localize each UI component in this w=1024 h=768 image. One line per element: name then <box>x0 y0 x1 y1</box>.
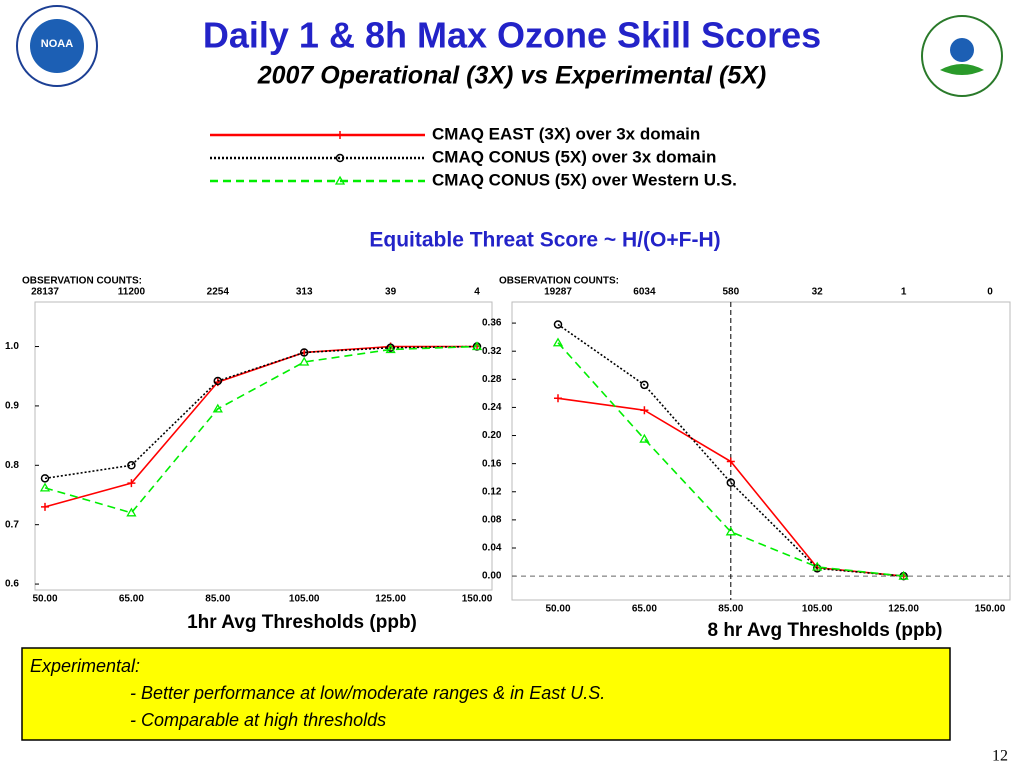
marker <box>336 131 344 139</box>
note-box <box>21 647 951 741</box>
y-tick-label: 0.6 <box>5 579 19 590</box>
y-tick-label: 0.8 <box>5 460 19 471</box>
marker <box>127 479 136 488</box>
y-tick-label: 1.0 <box>5 341 19 352</box>
marker <box>898 570 909 580</box>
x-axis-label: 8 hr Avg Thresholds (ppb) <box>707 620 942 641</box>
note-title: Experimental: <box>30 656 140 676</box>
count-label: 11200 <box>118 287 146 298</box>
count-label: 19287 <box>544 287 572 298</box>
marker <box>639 433 650 443</box>
y-tick-label: 0.9 <box>5 401 19 412</box>
y-tick-label: 0.28 <box>482 374 502 385</box>
logo-flower <box>950 38 974 62</box>
marker <box>40 474 50 483</box>
x-tick-label: 150.00 <box>975 604 1006 615</box>
marker <box>471 341 483 351</box>
y-tick-label: 0.16 <box>482 458 502 469</box>
marker <box>552 337 564 347</box>
note-line: - Better performance at low/moderate ran… <box>130 683 605 703</box>
logo-leaves <box>940 64 984 75</box>
x-tick-label: 50.00 <box>32 594 57 605</box>
count-label: 0 <box>987 287 993 298</box>
y-tick-label: 0.32 <box>482 346 502 357</box>
marker <box>726 457 735 466</box>
marker <box>299 356 310 366</box>
series-line <box>44 345 477 508</box>
y-tick-label: 0.36 <box>482 318 502 329</box>
series-line <box>44 345 478 514</box>
marker <box>41 502 49 511</box>
title: Daily 1 & 8h Max Ozone Skill Scores <box>203 15 821 56</box>
x-tick-label: 150.00 <box>462 594 493 605</box>
marker <box>385 344 396 354</box>
x-tick-label: 50.00 <box>545 604 570 615</box>
marker <box>127 461 136 470</box>
y-tick-label: 0.12 <box>482 486 502 497</box>
counts-label: OBSERVATION COUNTS: <box>499 276 619 287</box>
count-label: 1 <box>901 287 907 298</box>
epa-logo <box>921 15 1003 97</box>
legend-text: CMAQ CONUS (5X) over Western U.S. <box>432 170 737 189</box>
noaa-logo: NOAA <box>16 5 98 87</box>
count-label: 580 <box>722 287 739 298</box>
marker <box>212 403 223 413</box>
series-line <box>557 342 904 577</box>
y-tick-label: 0.7 <box>5 519 19 530</box>
count-label: 6034 <box>633 287 656 298</box>
logo-disc <box>30 19 84 73</box>
x-tick-label: 125.00 <box>888 604 919 615</box>
marker <box>126 507 137 517</box>
y-tick-label: 0.04 <box>482 543 502 554</box>
count-label: 32 <box>812 287 824 298</box>
marker <box>213 376 223 386</box>
x-tick-label: 105.00 <box>289 594 320 605</box>
marker <box>640 406 649 415</box>
marker <box>640 380 649 390</box>
marker <box>726 478 736 487</box>
subtitle: 2007 Operational (3X) vs Experimental (5… <box>257 62 767 90</box>
marker <box>553 320 563 329</box>
series-line <box>44 345 478 480</box>
x-tick-label: 85.00 <box>718 604 743 615</box>
y-tick-label: 0.20 <box>482 430 502 441</box>
marker <box>39 482 51 492</box>
plot-frame <box>34 301 493 591</box>
count-label: 313 <box>296 287 313 298</box>
note-line: - Comparable at high thresholds <box>130 710 386 730</box>
x-tick-label: 125.00 <box>375 594 406 605</box>
legend-text: CMAQ EAST (3X) over 3x domain <box>432 124 700 143</box>
x-tick-label: 65.00 <box>632 604 657 615</box>
y-tick-label: 0.24 <box>482 402 502 413</box>
logo-text: NOAA <box>41 38 73 50</box>
count-label: 28137 <box>31 287 59 298</box>
x-tick-label: 85.00 <box>205 594 230 605</box>
legend-text: CMAQ CONUS (5X) over 3x domain <box>432 147 716 166</box>
marker <box>335 153 345 163</box>
x-axis-label: 1hr Avg Thresholds (ppb) <box>187 612 417 633</box>
marker <box>334 175 346 185</box>
page-number: 12 <box>992 748 1008 765</box>
count-label: 4 <box>474 287 480 298</box>
marker <box>299 348 309 357</box>
x-tick-label: 65.00 <box>119 594 144 605</box>
x-tick-label: 105.00 <box>802 604 833 615</box>
marker <box>554 394 562 403</box>
marker <box>812 561 823 571</box>
plot-frame <box>511 301 1011 601</box>
marker <box>725 526 736 536</box>
y-tick-label: 0.00 <box>482 571 502 582</box>
count-label: 2254 <box>207 287 230 298</box>
heading: Equitable Threat Score ~ H/(O+F-H) <box>369 229 720 252</box>
counts-label: OBSERVATION COUNTS: <box>22 276 142 287</box>
y-tick-label: 0.08 <box>482 515 502 526</box>
count-label: 39 <box>385 287 397 298</box>
